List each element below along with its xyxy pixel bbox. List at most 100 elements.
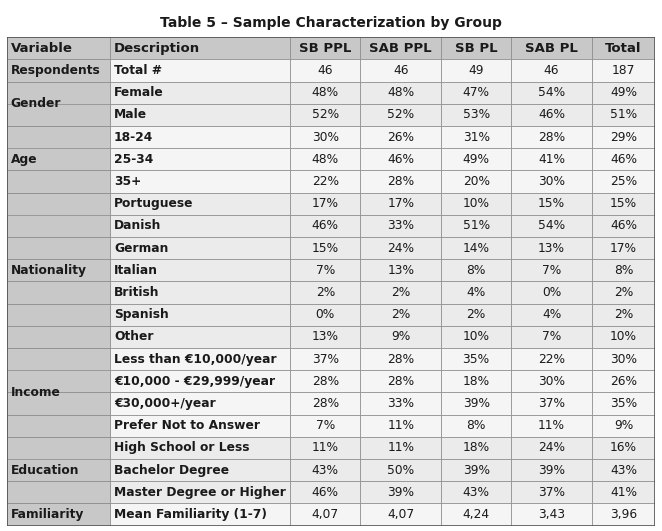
Text: 18%: 18% [463, 375, 490, 388]
Bar [7, 481, 110, 503]
Bar [441, 392, 511, 415]
Text: 9%: 9% [614, 419, 634, 432]
Bar [7, 59, 110, 82]
Text: 46%: 46% [312, 486, 339, 499]
Text: 46: 46 [544, 64, 559, 77]
Text: 48%: 48% [312, 153, 339, 166]
Bar [441, 348, 511, 370]
Bar [441, 259, 511, 281]
Text: 41%: 41% [610, 486, 637, 499]
Text: Mean Familiarity (1-7): Mean Familiarity (1-7) [114, 508, 267, 521]
Bar [110, 326, 290, 348]
Bar [361, 459, 441, 481]
Text: 35%: 35% [610, 397, 637, 410]
Bar [441, 481, 511, 503]
Text: 26%: 26% [610, 375, 637, 388]
Bar [110, 304, 290, 326]
Bar [592, 281, 655, 304]
Bar [592, 237, 655, 259]
Text: Respondents: Respondents [11, 64, 100, 77]
Bar [7, 259, 110, 281]
Text: 0%: 0% [542, 286, 561, 299]
Bar [290, 415, 361, 437]
Text: 11%: 11% [387, 441, 414, 455]
Bar [290, 259, 361, 281]
Text: 46: 46 [318, 64, 333, 77]
Text: 46%: 46% [387, 153, 414, 166]
Text: 48%: 48% [312, 86, 339, 99]
Bar [7, 304, 110, 326]
Text: British: British [114, 286, 160, 299]
Bar [441, 370, 511, 392]
Text: Description: Description [114, 42, 200, 55]
Bar [110, 259, 290, 281]
Bar [7, 126, 110, 193]
Bar [110, 237, 290, 259]
Bar [110, 82, 290, 104]
Bar [441, 170, 511, 193]
Bar [511, 503, 592, 526]
Text: 26%: 26% [387, 131, 414, 143]
Text: 22%: 22% [538, 353, 565, 366]
Bar [592, 259, 655, 281]
Bar [441, 148, 511, 170]
Text: 46%: 46% [610, 153, 637, 166]
Text: 16%: 16% [610, 441, 637, 455]
Bar [290, 104, 361, 126]
Text: 46%: 46% [312, 219, 339, 233]
Bar [441, 304, 511, 326]
Text: 43%: 43% [312, 464, 339, 477]
Bar [290, 348, 361, 370]
Text: 22%: 22% [312, 175, 339, 188]
Bar [110, 415, 290, 437]
Bar [110, 392, 290, 415]
Bar [290, 59, 361, 82]
Bar [592, 370, 655, 392]
Bar [361, 148, 441, 170]
Bar [361, 170, 441, 193]
Text: 4,07: 4,07 [387, 508, 414, 521]
Bar [511, 415, 592, 437]
Text: 35+: 35+ [114, 175, 141, 188]
Bar [592, 126, 655, 148]
Bar [511, 82, 592, 104]
Text: 24%: 24% [538, 441, 565, 455]
Text: 35%: 35% [463, 353, 490, 366]
Text: 10%: 10% [463, 197, 490, 210]
Text: High School or Less: High School or Less [114, 441, 250, 455]
Text: Spanish: Spanish [114, 308, 169, 321]
Bar [361, 370, 441, 392]
Text: 10%: 10% [463, 330, 490, 344]
Text: 37%: 37% [538, 486, 565, 499]
Bar [7, 415, 110, 437]
Bar [592, 170, 655, 193]
Bar [361, 37, 441, 59]
Bar [441, 326, 511, 348]
Text: Prefer Not to Answer: Prefer Not to Answer [114, 419, 260, 432]
Bar [441, 281, 511, 304]
Bar [7, 503, 110, 526]
Text: 18%: 18% [463, 441, 490, 455]
Bar [110, 281, 290, 304]
Text: German: German [114, 242, 168, 255]
Bar [110, 59, 290, 82]
Bar [592, 104, 655, 126]
Bar [592, 193, 655, 215]
Bar [592, 326, 655, 348]
Text: 49: 49 [469, 64, 484, 77]
Text: 13%: 13% [538, 242, 565, 255]
Text: 28%: 28% [387, 375, 414, 388]
Bar [361, 415, 441, 437]
Bar [7, 326, 110, 348]
Text: 46%: 46% [610, 219, 637, 233]
Text: 8%: 8% [614, 264, 634, 277]
Bar [7, 392, 110, 415]
Bar [361, 281, 441, 304]
Bar [110, 148, 290, 170]
Bar [441, 437, 511, 459]
Bar [290, 503, 361, 526]
Bar [290, 392, 361, 415]
Bar [511, 481, 592, 503]
Bar [7, 215, 110, 237]
Bar [7, 237, 110, 259]
